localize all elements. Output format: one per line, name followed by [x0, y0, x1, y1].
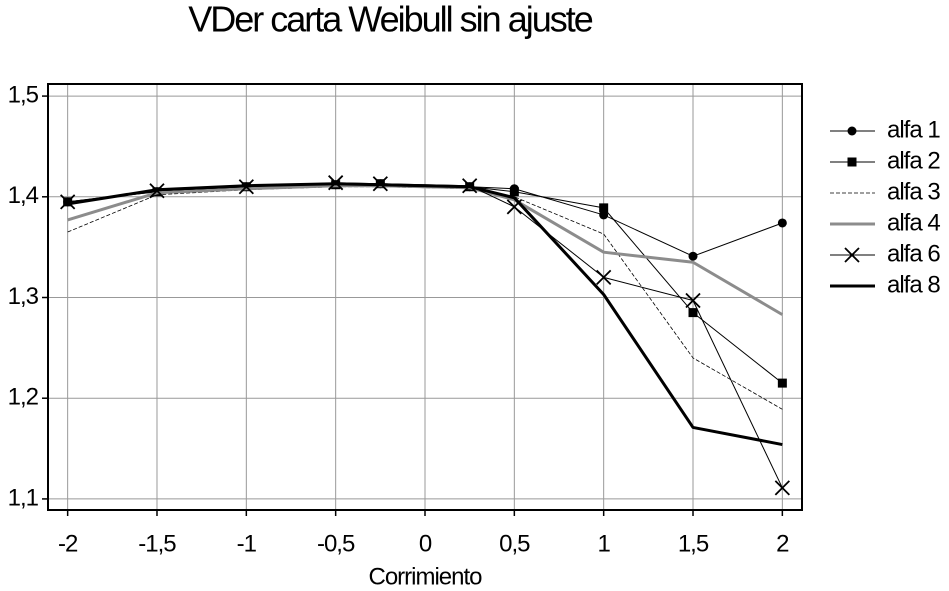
y-tick-label: 1,4 [8, 182, 39, 209]
point [599, 203, 609, 213]
point [509, 187, 519, 197]
series [67, 182, 783, 447]
x-tick-label: -1 [237, 530, 257, 557]
line [67, 182, 783, 447]
point [596, 269, 612, 285]
legend-label: alfa 8 [887, 271, 940, 298]
legend-label: alfa 6 [887, 240, 940, 267]
legend-label: alfa 1 [887, 116, 940, 143]
y-tick-label: 1,5 [8, 81, 39, 108]
x-axis-label: Corrimiento [368, 563, 482, 590]
x-tick-label: -2 [58, 530, 78, 557]
legend-label: alfa 2 [887, 147, 940, 174]
legend-label: alfa 3 [887, 178, 940, 205]
line [67, 186, 783, 410]
x-tick-label: 0 [419, 530, 432, 557]
x-tick-label: 2 [776, 530, 789, 557]
point [60, 194, 76, 210]
point [688, 308, 698, 318]
chart-title: VDer carta Weibull sin ajuste [188, 0, 593, 40]
y-tick-label: 1,3 [8, 283, 39, 310]
x-tick-label: -0,5 [317, 530, 355, 557]
legend-marker [844, 247, 860, 263]
x-tick-label: 1,5 [678, 530, 709, 557]
x-tick-label: -1,5 [138, 530, 176, 557]
x-tick-label: 1 [597, 530, 610, 557]
legend-label: alfa 4 [887, 209, 940, 236]
x-tick-label: 0,5 [499, 530, 530, 557]
point [685, 292, 701, 309]
y-tick-label: 1,1 [8, 484, 39, 511]
legend-marker [847, 126, 857, 136]
series [67, 186, 783, 410]
point [777, 218, 787, 228]
legend-marker [847, 157, 857, 167]
y-tick-label: 1,2 [8, 384, 39, 411]
point [774, 480, 790, 496]
point [688, 251, 698, 261]
point [777, 378, 787, 388]
point [599, 210, 609, 220]
